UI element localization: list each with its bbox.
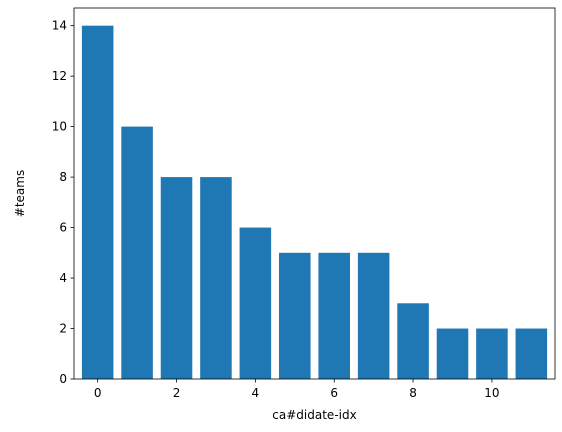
bar-1	[121, 126, 153, 379]
plot-frame	[73, 7, 556, 380]
y-tick-label: 4	[59, 271, 67, 285]
bar-4	[239, 227, 272, 379]
bar-6	[318, 252, 350, 379]
bar-9	[436, 328, 469, 379]
y-tick-label: 6	[59, 221, 67, 235]
bar-8	[397, 303, 429, 379]
y-tick-label: 8	[59, 170, 67, 184]
x-tick-label: 8	[409, 386, 417, 400]
x-tick-label: 0	[94, 386, 102, 400]
bar-7	[357, 252, 390, 379]
x-axis-label: ca#didate-idx	[272, 408, 356, 422]
bar-11	[515, 328, 548, 379]
bar-10	[476, 328, 508, 379]
y-axis-label: #teams	[13, 170, 27, 217]
y-tick-label: 2	[59, 322, 67, 336]
bar-3	[200, 177, 232, 379]
x-tick-label: 2	[173, 386, 181, 400]
x-tick-label: 6	[330, 386, 338, 400]
bar-5	[279, 252, 311, 379]
y-tick-label: 0	[59, 372, 67, 386]
x-tick-label: 10	[484, 386, 499, 400]
bar-0	[81, 25, 114, 380]
y-tick-label: 14	[52, 19, 67, 33]
x-tick-label: 4	[252, 386, 260, 400]
bars-group	[81, 25, 548, 380]
y-axis-ticks: 0 2 4 6 8 10 12 14	[52, 19, 74, 386]
y-tick-label: 12	[52, 69, 67, 83]
x-axis-ticks: 0 2 4 6 8 10	[94, 379, 500, 400]
bar-2	[160, 177, 193, 379]
y-tick-label: 10	[52, 120, 67, 134]
